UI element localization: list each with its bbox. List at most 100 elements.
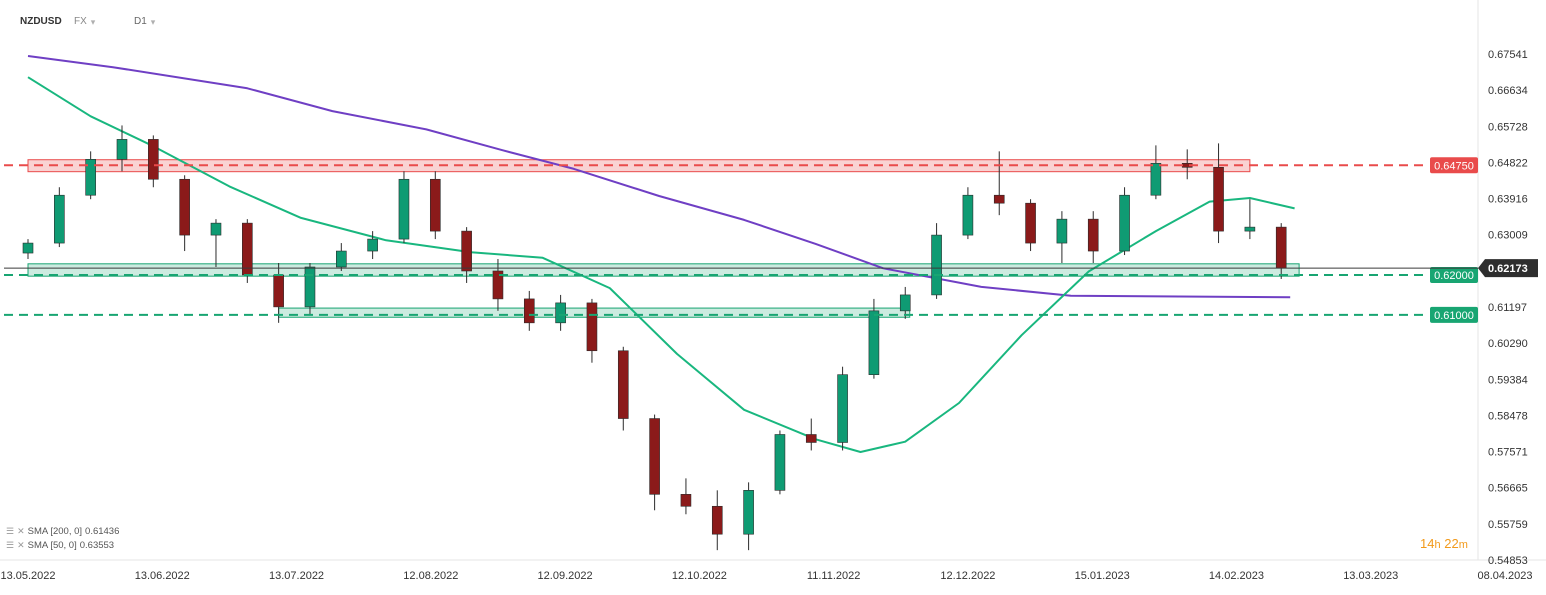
level-label: 0.61000: [1434, 310, 1474, 322]
countdown-minutes-unit: m: [1458, 539, 1468, 551]
candle-body[interactable]: [993, 194, 1005, 204]
legend-sma200-value: 0.61436: [85, 526, 120, 537]
y-tick-label: 0.56665: [1488, 483, 1528, 495]
close-icon[interactable]: ✕: [17, 540, 25, 550]
level-label: 0.62000: [1434, 270, 1474, 282]
candle-body[interactable]: [1244, 226, 1256, 232]
candle-body[interactable]: [899, 294, 911, 312]
level-label-bg: [1430, 157, 1478, 174]
candle-body[interactable]: [304, 266, 316, 308]
candle-body[interactable]: [868, 310, 880, 375]
x-tick-label: 13.07.2022: [269, 570, 324, 582]
candle-body[interactable]: [273, 274, 284, 308]
candle-body[interactable]: [523, 298, 535, 324]
candle-body[interactable]: [22, 242, 34, 254]
level-label-bg: [1430, 306, 1478, 323]
candle-body[interactable]: [962, 194, 974, 236]
legend-sma50-value: 0.63553: [79, 540, 115, 551]
y-tick-label: 0.63916: [1488, 194, 1528, 206]
sma50-line: [27, 76, 1295, 453]
candle-body[interactable]: [774, 434, 786, 491]
symbol-label: NZDUSD: [20, 16, 62, 27]
candle-body[interactable]: [116, 139, 128, 160]
candle-body[interactable]: [85, 159, 96, 196]
candle-body[interactable]: [931, 234, 942, 296]
candle-body[interactable]: [555, 302, 566, 324]
x-tick-label: 08.04.2023: [1477, 570, 1532, 582]
x-tick-label: 12.08.2022: [403, 570, 458, 582]
candle-body[interactable]: [210, 222, 222, 236]
legend-sma50-label: SMA [50, 0]: [27, 540, 77, 551]
x-tick-label: 13.05.2022: [0, 570, 55, 582]
y-tick-label: 0.55759: [1488, 519, 1528, 531]
settings-icon[interactable]: ☰: [6, 526, 15, 536]
candle-body[interactable]: [1087, 218, 1099, 252]
candle-body[interactable]: [680, 494, 692, 507]
chevron-down-icon: ▾: [90, 17, 96, 27]
x-tick-label: 12.12.2022: [940, 570, 995, 582]
candle-body[interactable]: [743, 490, 754, 535]
y-tick-label: 0.57571: [1488, 447, 1528, 459]
interval-selector[interactable]: D1 ▾: [134, 14, 155, 30]
candle-body[interactable]: [586, 302, 598, 352]
candle-body[interactable]: [649, 418, 660, 495]
candle-body[interactable]: [367, 238, 378, 252]
x-tick-label: 15.01.2023: [1075, 570, 1130, 582]
market-label: FX: [74, 16, 87, 27]
x-tick-label: 13.06.2022: [135, 570, 190, 582]
current-price-badge: [1478, 259, 1538, 278]
candle-body[interactable]: [1275, 226, 1287, 269]
legend-sma200[interactable]: ☰ ✕ SMA [200, 0] 0.61436: [6, 526, 119, 537]
candle-body[interactable]: [148, 139, 159, 180]
candle-body[interactable]: [837, 374, 848, 443]
legend-sma50[interactable]: ☰ ✕ SMA [50, 0] 0.63553: [6, 540, 114, 551]
symbol-selector[interactable]: NZDUSD: [20, 14, 62, 30]
candle-body[interactable]: [336, 250, 347, 268]
countdown-minutes: 22: [1444, 536, 1459, 551]
x-tick-label: 13.03.2023: [1343, 570, 1398, 582]
candle-body[interactable]: [492, 270, 504, 300]
candle-body[interactable]: [54, 194, 65, 244]
candle-body[interactable]: [242, 222, 253, 276]
market-selector[interactable]: FX ▾: [74, 14, 95, 30]
candle-body[interactable]: [1150, 163, 1162, 196]
x-tick-label: 11.11.2022: [807, 570, 860, 582]
candle-body[interactable]: [179, 178, 190, 236]
current-price-label: 0.62173: [1488, 263, 1528, 275]
y-tick-label: 0.64822: [1488, 157, 1528, 169]
candle-body[interactable]: [1213, 166, 1224, 232]
candle-body[interactable]: [1025, 202, 1036, 244]
x-tick-label: 12.09.2022: [538, 570, 593, 582]
x-tick-label: 12.10.2022: [672, 570, 727, 582]
candle-body[interactable]: [429, 178, 441, 232]
y-tick-label: 0.61197: [1488, 302, 1527, 314]
y-tick-label: 0.66634: [1488, 85, 1528, 97]
x-tick-label: 14.02.2023: [1209, 570, 1264, 582]
y-tick-label: 0.54853: [1488, 555, 1528, 567]
y-tick-label: 0.67541: [1488, 49, 1528, 61]
candle-countdown: 14h 22m: [1420, 536, 1468, 551]
candle-body[interactable]: [461, 230, 472, 272]
settings-icon[interactable]: ☰: [6, 540, 15, 550]
legend-sma200-label: SMA [200, 0]: [27, 526, 83, 537]
sma200-line: [27, 55, 1291, 299]
close-icon[interactable]: ✕: [17, 526, 25, 536]
candle-body[interactable]: [805, 434, 817, 443]
candle-body[interactable]: [1119, 194, 1130, 252]
candle-body[interactable]: [617, 350, 629, 419]
countdown-hours-unit: h: [1434, 539, 1441, 551]
countdown-hours: 14: [1420, 536, 1435, 551]
y-tick-label: 0.63009: [1488, 230, 1528, 242]
y-tick-label: 0.60290: [1488, 338, 1528, 350]
level-label-bg: [1430, 266, 1478, 283]
y-tick-label: 0.59384: [1488, 374, 1528, 386]
chevron-down-icon: ▾: [150, 17, 156, 27]
candle-body[interactable]: [398, 178, 410, 240]
candle-body[interactable]: [1056, 218, 1068, 244]
candle-body[interactable]: [711, 505, 723, 535]
interval-label: D1: [134, 16, 147, 27]
y-tick-label: 0.65728: [1488, 121, 1528, 133]
y-tick-label: 0.58478: [1488, 410, 1528, 422]
